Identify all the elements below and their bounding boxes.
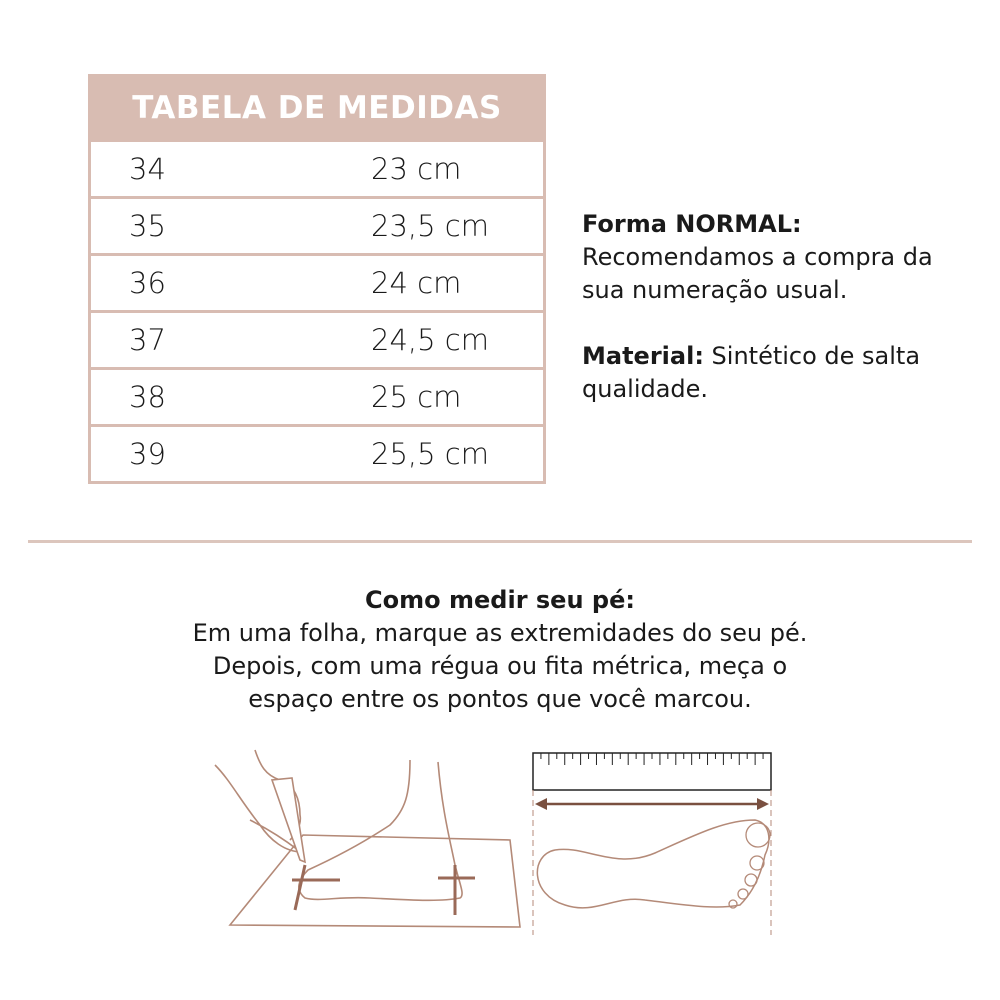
size-cell: 37 — [129, 323, 166, 357]
size-cell: 35 — [129, 209, 166, 243]
size-cell: 38 — [129, 380, 166, 414]
product-info: Forma NORMAL: Recomendamos a compra da su… — [582, 208, 982, 439]
how-to-measure: Como medir seu pé: Em uma folha, marque … — [0, 584, 1000, 716]
forma-info: Forma NORMAL: Recomendamos a compra da su… — [582, 208, 982, 307]
material-label: Material: — [582, 342, 704, 370]
table-row: 36 24 cm — [91, 256, 543, 310]
length-cell: 23,5 cm — [371, 209, 489, 243]
how-to-heading: Como medir seu pé: — [365, 586, 635, 614]
how-to-line: espaço entre os pontos que você marcou. — [248, 685, 752, 713]
divider — [28, 540, 972, 543]
length-cell: 24,5 cm — [371, 323, 489, 357]
length-cell: 23 cm — [371, 152, 462, 186]
how-to-line: Em uma folha, marque as extremidades do … — [192, 619, 808, 647]
length-cell: 24 cm — [371, 266, 462, 300]
hand-marking-foot-illustration — [214, 749, 521, 928]
length-cell: 25 cm — [371, 380, 462, 414]
material-info: Material: Sintético de salta qualidade. — [582, 340, 982, 406]
size-cell: 34 — [129, 152, 166, 186]
forma-text: Recomendamos a compra da sua numeração u… — [582, 243, 933, 304]
table-row: 38 25 cm — [91, 370, 543, 424]
size-table: TABELA DE MEDIDAS 34 23 cm 35 23,5 cm 36 24… — [88, 74, 546, 484]
table-row: 37 24,5 cm — [91, 313, 543, 367]
size-cell: 39 — [129, 437, 166, 471]
ruler-footprint-illustration — [532, 752, 772, 935]
material-text: Sintético de salta qualidade. — [582, 342, 921, 403]
forma-label: Forma NORMAL: — [582, 210, 802, 238]
length-cell: 25,5 cm — [371, 437, 489, 471]
size-cell: 36 — [129, 266, 166, 300]
how-to-line: Depois, com uma régua ou fita métrica, m… — [212, 652, 788, 680]
table-row: 35 23,5 cm — [91, 199, 543, 253]
table-row: 39 25,5 cm — [91, 427, 543, 481]
table-row: 34 23 cm — [91, 142, 543, 196]
size-table-title: TABELA DE MEDIDAS — [132, 90, 502, 126]
